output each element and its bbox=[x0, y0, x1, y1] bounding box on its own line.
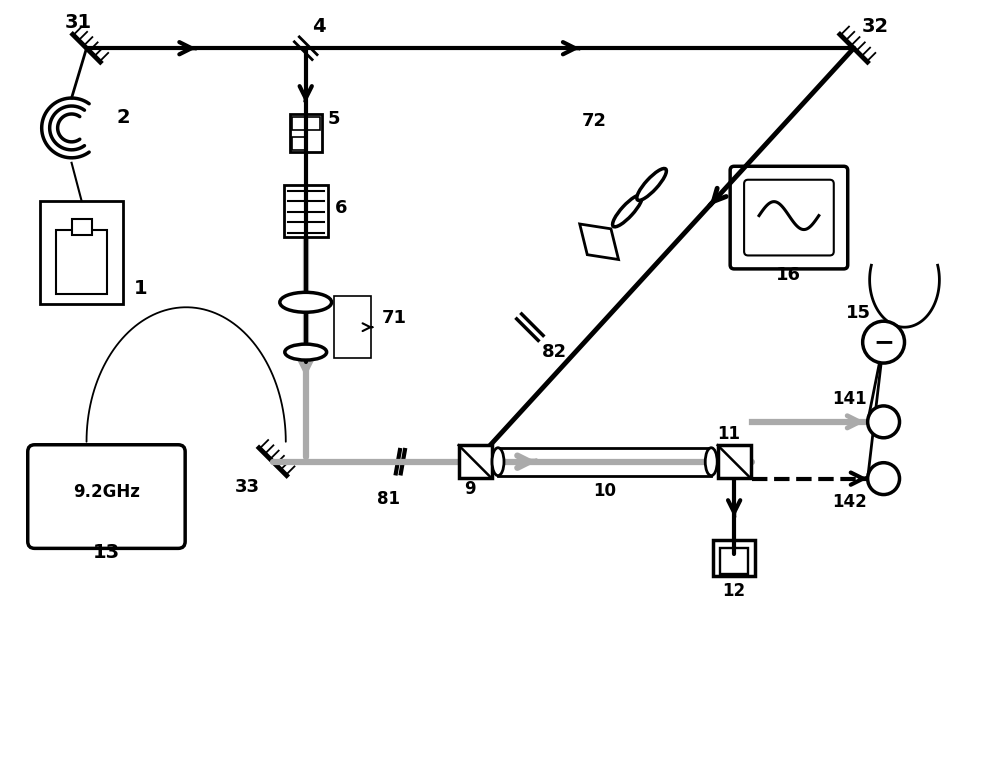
Text: 5: 5 bbox=[328, 110, 340, 128]
Bar bbox=[459, 445, 492, 478]
Ellipse shape bbox=[285, 344, 327, 360]
Text: 141: 141 bbox=[832, 390, 866, 408]
FancyBboxPatch shape bbox=[744, 179, 834, 255]
Text: 81: 81 bbox=[377, 490, 400, 507]
Ellipse shape bbox=[637, 169, 666, 201]
Text: 9.2GHz: 9.2GHz bbox=[73, 482, 140, 500]
Ellipse shape bbox=[613, 195, 642, 227]
Ellipse shape bbox=[280, 292, 332, 312]
Text: 71: 71 bbox=[381, 309, 406, 327]
Circle shape bbox=[863, 321, 905, 363]
Text: 6: 6 bbox=[335, 198, 347, 217]
Text: 15: 15 bbox=[846, 304, 871, 322]
Text: 33: 33 bbox=[235, 478, 260, 496]
FancyBboxPatch shape bbox=[28, 445, 185, 548]
Text: 12: 12 bbox=[723, 582, 746, 600]
Text: 2: 2 bbox=[116, 108, 130, 127]
Circle shape bbox=[868, 406, 900, 438]
Bar bbox=[40, 201, 123, 304]
Text: 9: 9 bbox=[464, 480, 476, 498]
Bar bbox=[72, 219, 92, 235]
Text: 72: 72 bbox=[582, 112, 607, 130]
Bar bbox=[718, 445, 751, 478]
Text: 32: 32 bbox=[862, 17, 889, 36]
Bar bbox=[284, 185, 328, 236]
Bar bbox=[720, 548, 748, 575]
Bar bbox=[290, 114, 322, 152]
Circle shape bbox=[868, 463, 900, 494]
Ellipse shape bbox=[492, 447, 504, 475]
Text: −: − bbox=[873, 330, 894, 354]
Text: 13: 13 bbox=[93, 544, 120, 562]
Text: 10: 10 bbox=[593, 481, 616, 500]
Ellipse shape bbox=[705, 447, 717, 475]
Text: 16: 16 bbox=[776, 266, 801, 284]
Bar bbox=[292, 137, 305, 150]
Text: 11: 11 bbox=[718, 425, 741, 444]
Text: 142: 142 bbox=[832, 493, 867, 510]
Text: 31: 31 bbox=[65, 14, 92, 33]
Text: 82: 82 bbox=[542, 343, 567, 361]
Bar bbox=[713, 540, 755, 576]
Text: 4: 4 bbox=[312, 17, 325, 36]
Bar bbox=[292, 117, 320, 130]
Bar bbox=[56, 229, 107, 294]
FancyBboxPatch shape bbox=[730, 167, 848, 269]
Text: 1: 1 bbox=[133, 279, 147, 298]
